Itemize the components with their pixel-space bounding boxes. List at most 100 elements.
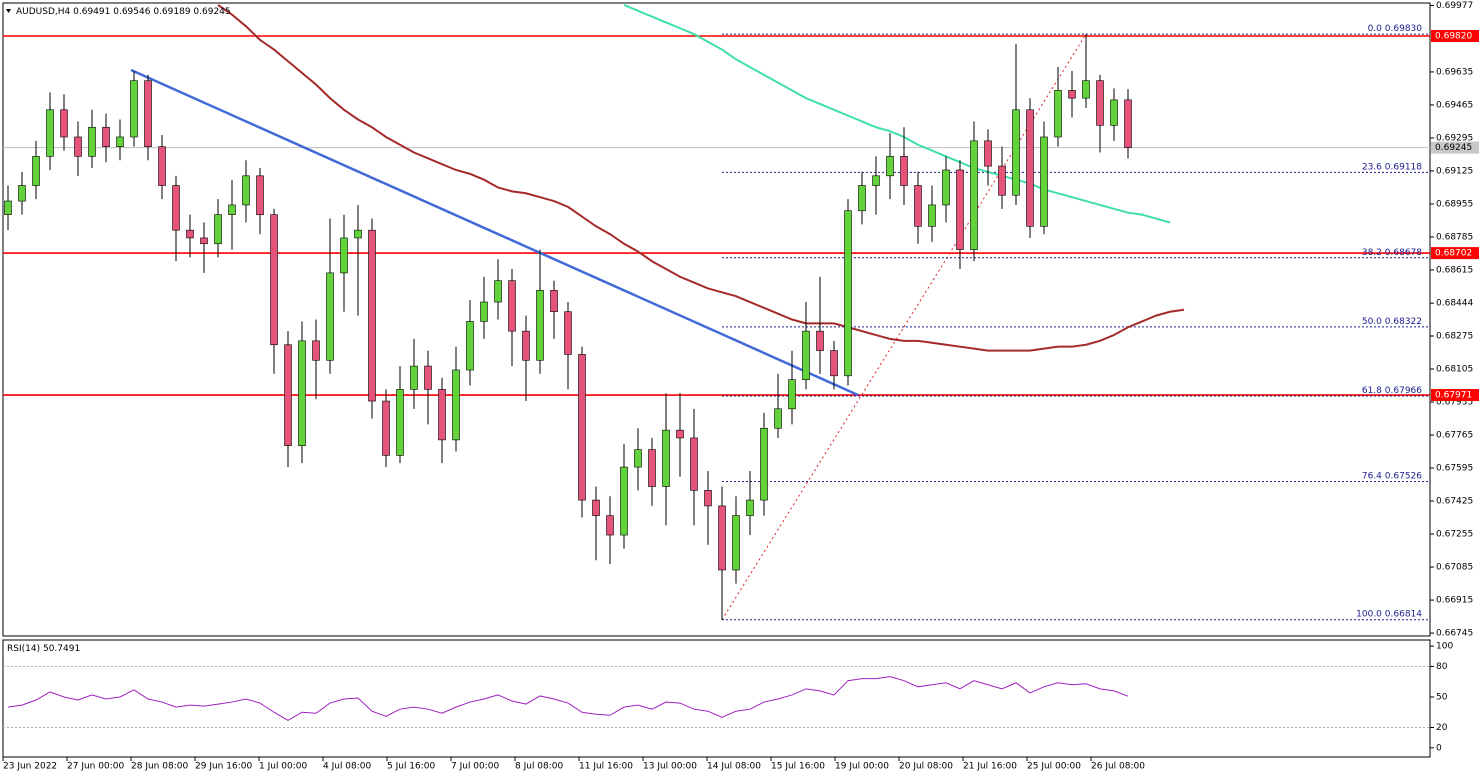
candle-body [634, 449, 642, 468]
y-tick-label: 0.68615 [1436, 265, 1473, 275]
candle-body [382, 400, 390, 456]
close: 0.69245 [193, 7, 230, 17]
trendline [130, 68, 859, 397]
y-tick-label: 0.67765 [1436, 431, 1473, 441]
candle-body [1110, 99, 1118, 126]
candle-body [116, 136, 124, 147]
main-plot: 0.0 0.69830 23.6 0.69118 38.2 0.68678 50.0 … [3, 4, 1430, 621]
candle-body [522, 330, 530, 361]
y-tick-label: 0.67595 [1436, 464, 1473, 474]
level-tag-label: 0.68702 [1435, 249, 1472, 259]
rsi-tick-label: 20 [1436, 723, 1448, 733]
candle-body [662, 429, 670, 487]
y-tick-label: 0.68955 [1436, 199, 1473, 209]
candle-body [438, 389, 446, 441]
candle-body [676, 429, 684, 439]
candle-body [508, 280, 516, 332]
candle-body [480, 301, 488, 322]
candle-body [1096, 80, 1104, 126]
candle-body [452, 369, 460, 441]
candle-body [718, 505, 726, 571]
fib-level: 61.8 [1362, 386, 1382, 396]
y-tick-label: 0.69977 [1436, 1, 1473, 11]
overlay: AUDUSD,H4 0.69491 0.69546 0.69189 0.6924… [6, 7, 231, 654]
price-tag-label: 0.69245 [1435, 143, 1472, 153]
fib-price: 0.68678 [1385, 247, 1422, 257]
candle-body [256, 175, 264, 215]
candle-body [466, 321, 474, 371]
fib-price: 0.69118 [1385, 162, 1422, 172]
candle-body [1068, 90, 1076, 99]
level-tag [1431, 247, 1479, 260]
y-tick-label: 0.67085 [1436, 563, 1473, 573]
rsi-header: RSI(14) 50.7491 [7, 644, 80, 654]
fib-level: 38.2 [1362, 247, 1382, 257]
candle-body [830, 350, 838, 377]
candle-body [760, 427, 768, 501]
fib-label: 38.2 0.68678 [1362, 247, 1422, 257]
candle-body [368, 229, 376, 402]
y-tick-label: 0.67425 [1436, 497, 1473, 507]
moving-average [217, 4, 1185, 352]
candle-body [18, 185, 26, 202]
rsi-tick-label: 100 [1436, 642, 1453, 652]
x-tick-label: 29 Jun 16:00 [195, 762, 252, 772]
high: 0.69546 [113, 7, 150, 17]
y-tick-label: 0.67255 [1436, 530, 1473, 540]
x-tick-label: 5 Jul 16:00 [387, 762, 436, 772]
fib-label: 76.4 0.67526 [1362, 471, 1422, 481]
candle-body [130, 80, 138, 138]
candle-body [102, 126, 110, 147]
fib-price: 0.67966 [1385, 386, 1422, 396]
candle-body [410, 365, 418, 390]
candle-body [1026, 109, 1034, 227]
rsi-tick-label: 50 [1436, 692, 1448, 702]
rsi-tick-label: 80 [1436, 662, 1448, 672]
y-tick-label: 0.68444 [1436, 299, 1473, 309]
candle-body [592, 499, 600, 516]
candle-body [970, 140, 978, 250]
fib-price: 0.67526 [1385, 471, 1422, 481]
y-tick-label: 0.67935 [1436, 398, 1473, 408]
x-tick-label: 21 Jul 16:00 [963, 762, 1017, 772]
candle-body [746, 499, 754, 516]
x-tick-label: 4 Jul 08:00 [323, 762, 372, 772]
fib-level: 0.0 [1368, 24, 1383, 34]
fib-price: 0.66814 [1385, 609, 1422, 619]
candle-body [690, 437, 698, 491]
fib-level: 23.6 [1362, 162, 1382, 172]
candle-body [340, 237, 348, 274]
candle-body [578, 354, 586, 501]
level-tag-label: 0.69820 [1435, 32, 1472, 42]
x-tick-label: 11 Jul 16:00 [579, 762, 633, 772]
candle-body [270, 214, 278, 346]
fib-label: 61.8 0.67966 [1362, 386, 1422, 396]
candle-body [620, 466, 628, 536]
rsi-plot [3, 665, 1430, 728]
y-tick-label: 0.66915 [1436, 596, 1473, 606]
y-tick-label: 0.68785 [1436, 232, 1473, 242]
candle-body [928, 204, 936, 227]
x-tick-label: 13 Jul 00:00 [643, 762, 697, 772]
x-tick-label: 8 Jul 08:00 [515, 762, 564, 772]
candle-body [606, 515, 614, 536]
candle-body [74, 136, 82, 157]
candle-body [60, 109, 68, 138]
candle-body [1054, 90, 1062, 138]
y-tick-label: 0.69635 [1436, 67, 1473, 77]
candle-body [144, 80, 152, 147]
y-tick-label: 0.69465 [1436, 100, 1473, 110]
x-tick-label: 19 Jul 00:00 [835, 762, 889, 772]
candle-body [186, 229, 194, 239]
x-tick-label: 26 Jul 08:00 [1091, 762, 1145, 772]
candle-body [536, 290, 544, 361]
y-tick-label: 0.69125 [1436, 166, 1473, 176]
candle-body [214, 214, 222, 245]
candle-body [242, 175, 250, 206]
rsi-panel [2, 639, 1431, 758]
candle-body [816, 330, 824, 351]
rsi-last: 50.7491 [43, 644, 80, 654]
fib-level: 50.0 [1362, 316, 1382, 326]
